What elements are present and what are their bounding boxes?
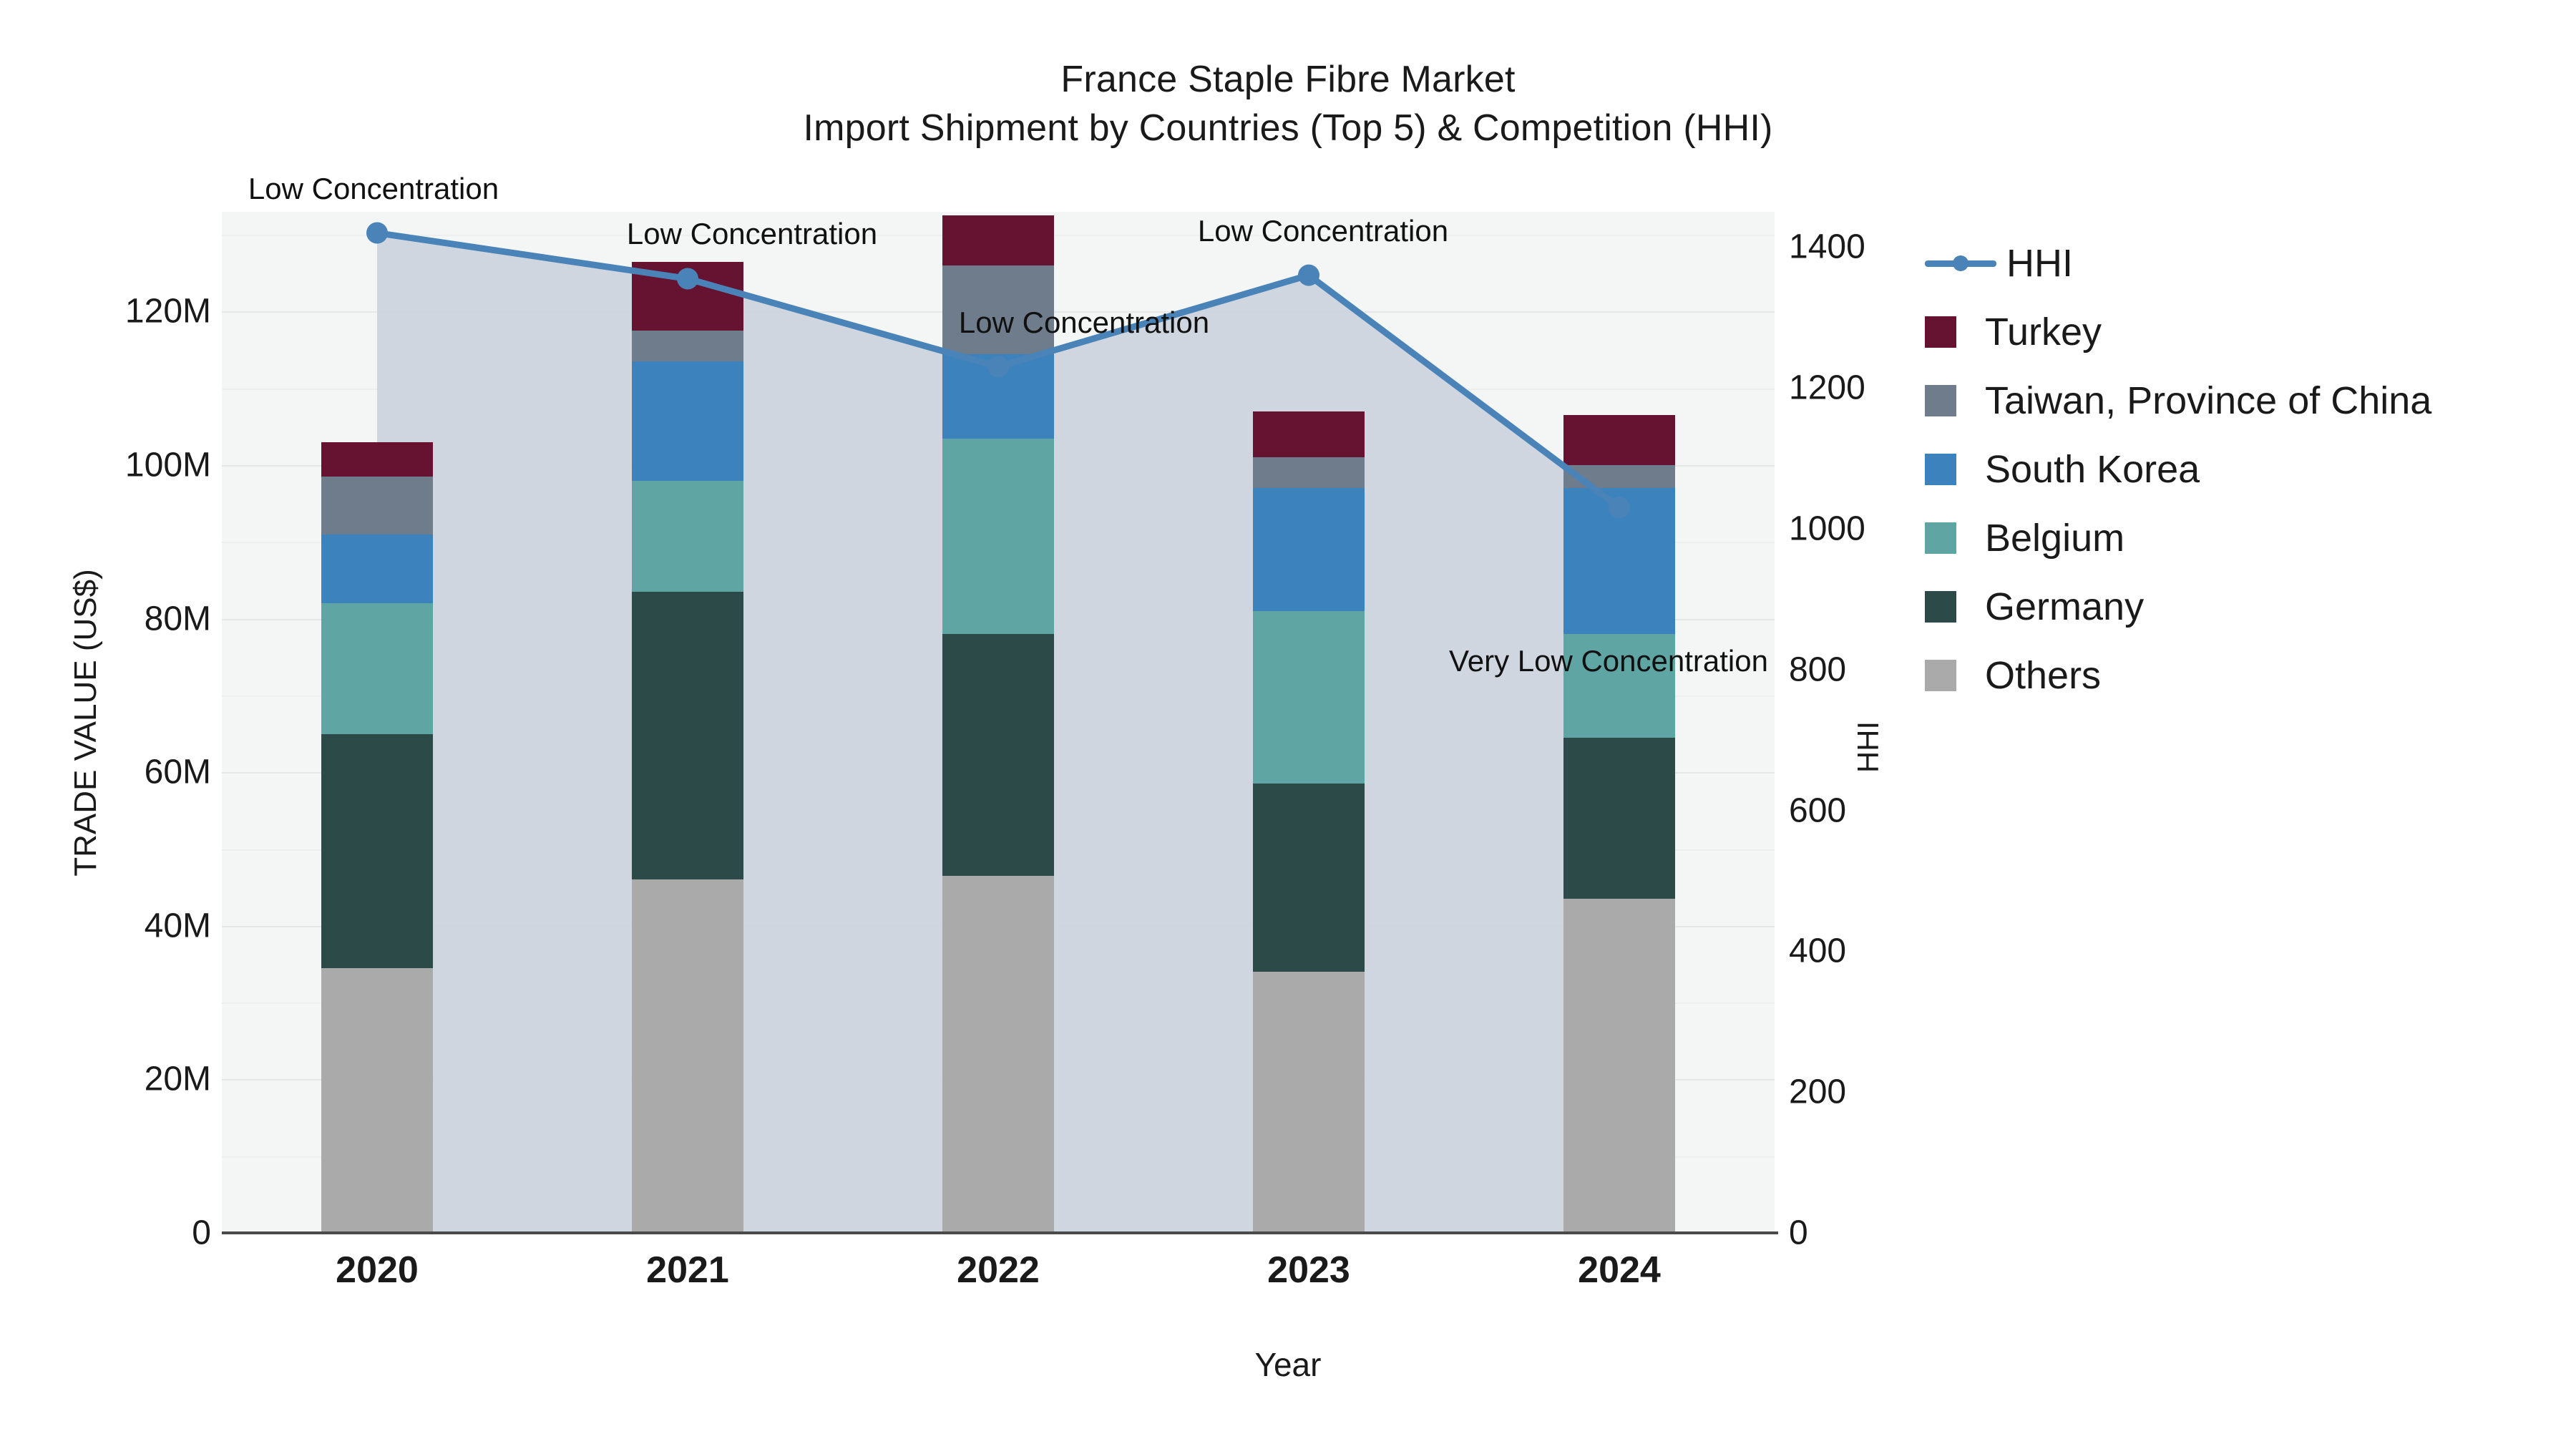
y-axis-left-tick-label: 0	[192, 1214, 211, 1252]
legend-color-swatch-icon	[1925, 454, 1956, 485]
plot-area	[222, 212, 1775, 1233]
y-axis-right-tick-label: 1200	[1789, 369, 1865, 407]
legend-item-taiwan-province-of-china[interactable]: Taiwan, Province of China	[1925, 366, 2431, 435]
plot-inner	[222, 212, 1775, 1233]
bar-segment[interactable]	[321, 534, 433, 604]
y-axis-left-tick-label: 60M	[144, 753, 211, 791]
y-axis-right-tick-label: 600	[1789, 791, 1847, 830]
bar-segment[interactable]	[1253, 972, 1365, 1233]
y-axis-left-tick-label: 20M	[144, 1060, 211, 1098]
x-axis-tick-label-2023: 2023	[1267, 1249, 1350, 1291]
bar-segment[interactable]	[632, 879, 743, 1233]
legend-item-label: Belgium	[1985, 517, 2125, 560]
bar-segment[interactable]	[1253, 411, 1365, 458]
legend-item-label: Germany	[1985, 585, 2145, 628]
bar-segment[interactable]	[1253, 784, 1365, 972]
hhi-line-series	[366, 222, 1630, 519]
hhi-annotation-2024: Very Low Concentration	[1449, 644, 1768, 678]
bar-segment[interactable]	[1253, 610, 1365, 784]
bar-segment[interactable]	[321, 967, 433, 1233]
hhi-data-point[interactable]	[1609, 497, 1630, 519]
hhi-data-point[interactable]	[987, 356, 1009, 378]
bar-group-2021[interactable]	[632, 212, 743, 1233]
legend-item-label: South Korea	[1985, 448, 2200, 491]
hhi-data-point[interactable]	[1298, 264, 1319, 286]
legend-item-label: Others	[1985, 654, 2102, 697]
bar-segment[interactable]	[1563, 899, 1675, 1233]
x-axis-tick-label-2021: 2021	[646, 1249, 729, 1291]
hhi-annotation-2021: Low Concentration	[626, 217, 878, 251]
bar-segment[interactable]	[942, 876, 1054, 1233]
legend-item-label: Taiwan, Province of China	[1985, 379, 2432, 422]
hhi-annotation-2020: Low Concentration	[248, 171, 499, 205]
x-axis-tick-label-2024: 2024	[1578, 1249, 1661, 1291]
hhi-annotation-2023: Low Concentration	[1197, 213, 1449, 248]
bar-segment[interactable]	[632, 592, 743, 880]
legend-color-swatch-icon	[1925, 591, 1956, 623]
chart-title: France Staple Fibre Market Import Shipme…	[0, 56, 2576, 152]
legend-color-swatch-icon	[1925, 660, 1956, 691]
bar-segment[interactable]	[1563, 415, 1675, 466]
bar-group-2022[interactable]	[942, 212, 1054, 1233]
y-axis-right-tick-label: 1400	[1789, 228, 1865, 266]
bar-segment[interactable]	[321, 441, 433, 477]
y-axis-right-tick-label: 1000	[1789, 509, 1865, 548]
y-axis-right-tick-label: 400	[1789, 932, 1847, 970]
y-axis-left-tick-label: 40M	[144, 907, 211, 945]
legend-item-hhi[interactable]: HHI	[1925, 229, 2431, 298]
bar-segment[interactable]	[632, 331, 743, 362]
legend-color-swatch-icon	[1925, 522, 1956, 554]
legend-item-belgium[interactable]: Belgium	[1925, 504, 2431, 572]
legend-item-label: HHI	[2006, 242, 2073, 285]
bar-segment[interactable]	[1563, 737, 1675, 899]
x-axis-tick-label-2020: 2020	[336, 1249, 419, 1291]
bar-segment[interactable]	[942, 438, 1054, 635]
legend-line-swatch-icon	[1925, 248, 1996, 279]
chart-title-line-1: France Staple Fibre Market	[1060, 59, 1516, 100]
legend-item-others[interactable]: Others	[1925, 641, 2431, 710]
y-axis-right-tick-label: 800	[1789, 650, 1847, 689]
x-axis-tick-label-2022: 2022	[957, 1249, 1040, 1291]
bar-segment[interactable]	[942, 215, 1054, 266]
legend-item-label: Turkey	[1985, 311, 2102, 353]
y-axis-left-title: TRADE VALUE (US$)	[68, 569, 103, 877]
y-axis-right-tick-label: 0	[1789, 1214, 1808, 1252]
x-axis-line	[222, 1231, 1778, 1234]
bar-segment[interactable]	[632, 480, 743, 592]
bar-segment[interactable]	[942, 634, 1054, 877]
legend-color-swatch-icon	[1925, 385, 1956, 416]
bar-segment[interactable]	[321, 603, 433, 734]
bar-segment[interactable]	[942, 265, 1054, 354]
chart-title-line-2: Import Shipment by Countries (Top 5) & C…	[803, 107, 1773, 149]
legend-item-turkey[interactable]: Turkey	[1925, 298, 2431, 366]
legend-item-germany[interactable]: Germany	[1925, 572, 2431, 641]
bar-group-2024[interactable]	[1563, 212, 1675, 1233]
hhi-annotation-2022: Low Concentration	[958, 305, 1210, 339]
chart-legend: HHI Turkey Taiwan, Province of China South …	[1925, 229, 2431, 710]
bar-segment[interactable]	[1253, 488, 1365, 611]
bar-group-2023[interactable]	[1253, 212, 1365, 1233]
legend-color-swatch-icon	[1925, 316, 1956, 348]
legend-item-south-korea[interactable]: South Korea	[1925, 435, 2431, 504]
hhi-data-point[interactable]	[677, 268, 698, 290]
y-axis-left-tick-label: 120M	[125, 292, 211, 331]
bar-segment[interactable]	[632, 361, 743, 481]
y-axis-left-tick-label: 100M	[125, 446, 211, 484]
y-axis-left-tick-label: 80M	[144, 600, 211, 638]
y-axis-right-tick-label: 200	[1789, 1073, 1847, 1111]
y-axis-right-title: HHI	[1851, 721, 1885, 774]
bar-segment[interactable]	[321, 733, 433, 968]
hhi-data-point[interactable]	[366, 222, 388, 244]
bar-segment[interactable]	[1563, 634, 1675, 738]
bar-segment[interactable]	[1253, 457, 1365, 489]
bar-group-2020[interactable]	[321, 212, 433, 1233]
bar-segment[interactable]	[321, 477, 433, 535]
x-axis-title: Year	[1254, 1346, 1322, 1383]
